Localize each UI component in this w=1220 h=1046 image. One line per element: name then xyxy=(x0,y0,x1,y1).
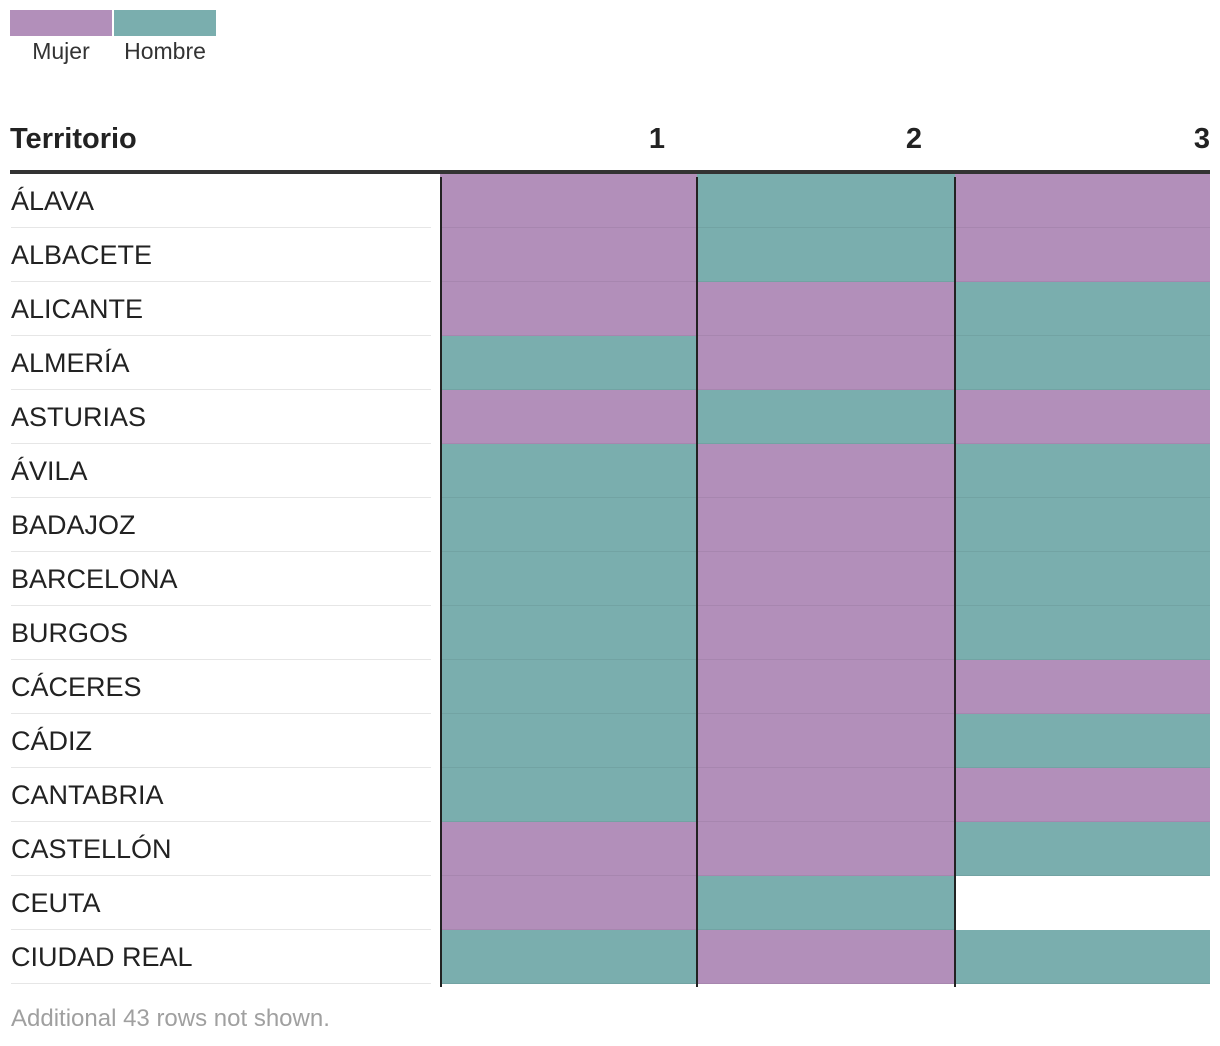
legend-label-hombre: Hombre xyxy=(124,38,206,64)
table-row: ALMERÍA xyxy=(10,336,1210,390)
legend: Mujer Hombre xyxy=(10,10,216,65)
cell-col-1 xyxy=(440,228,697,282)
cell-col-2 xyxy=(697,552,955,606)
row-label: CANTABRIA xyxy=(11,768,431,822)
row-label: ÁVILA xyxy=(11,444,431,498)
data-table: Territorio 1 2 3 ÁLAVA ALBACETE ALICANTE AL… xyxy=(10,115,1210,987)
cell-col-1 xyxy=(440,282,697,336)
legend-swatch-hombre xyxy=(114,10,216,36)
cell-col-3 xyxy=(955,606,1210,660)
table-row: CIUDAD REAL xyxy=(10,930,1210,984)
cell-col-3 xyxy=(955,822,1210,876)
header-col-1: 1 xyxy=(648,123,665,155)
table-row: ASTURIAS xyxy=(10,390,1210,444)
cell-col-3 xyxy=(955,552,1210,606)
row-label: BURGOS xyxy=(11,606,431,660)
cell-col-2 xyxy=(697,660,955,714)
table-body: ÁLAVA ALBACETE ALICANTE ALMERÍA ASTURIAS ÁVIL… xyxy=(10,174,1210,984)
cell-col-2 xyxy=(697,930,955,984)
table-row: CEUTA xyxy=(10,876,1210,930)
cell-col-3 xyxy=(955,174,1210,228)
cell-col-2 xyxy=(697,228,955,282)
row-label: CASTELLÓN xyxy=(11,822,431,876)
header-territorio: Territorio xyxy=(10,123,137,155)
row-label: ALMERÍA xyxy=(11,336,431,390)
table-row: BARCELONA xyxy=(10,552,1210,606)
table-row: BURGOS xyxy=(10,606,1210,660)
row-label: ALBACETE xyxy=(11,228,431,282)
cell-col-1 xyxy=(440,444,697,498)
cell-col-3 xyxy=(955,336,1210,390)
cell-col-1 xyxy=(440,552,697,606)
cell-col-1 xyxy=(440,768,697,822)
row-label: CIUDAD REAL xyxy=(11,930,431,984)
cell-col-2 xyxy=(697,336,955,390)
table-row: CASTELLÓN xyxy=(10,822,1210,876)
cell-col-3 xyxy=(955,660,1210,714)
cell-col-3 xyxy=(955,498,1210,552)
table-row: CANTABRIA xyxy=(10,768,1210,822)
row-label: BARCELONA xyxy=(11,552,431,606)
cell-col-2 xyxy=(697,390,955,444)
cell-col-2 xyxy=(697,174,955,228)
row-label: CÁCERES xyxy=(11,660,431,714)
cell-col-3 xyxy=(955,768,1210,822)
legend-swatch-mujer xyxy=(10,10,112,36)
cell-col-1 xyxy=(440,606,697,660)
table-row: CÁDIZ xyxy=(10,714,1210,768)
cell-col-3 xyxy=(955,444,1210,498)
cell-col-3 xyxy=(955,876,1210,930)
table-row: CÁCERES xyxy=(10,660,1210,714)
cell-col-2 xyxy=(697,876,955,930)
cell-col-3 xyxy=(955,930,1210,984)
cell-col-2 xyxy=(697,498,955,552)
row-label: ALICANTE xyxy=(11,282,431,336)
cell-col-3 xyxy=(955,282,1210,336)
column-divider-1 xyxy=(440,177,442,987)
table-header: Territorio 1 2 3 xyxy=(10,115,1210,174)
header-col-3: 3 xyxy=(1193,123,1210,155)
table-row: ALICANTE xyxy=(10,282,1210,336)
cell-col-2 xyxy=(697,714,955,768)
cell-col-1 xyxy=(440,876,697,930)
cell-col-1 xyxy=(440,390,697,444)
cell-col-1 xyxy=(440,660,697,714)
cell-col-2 xyxy=(697,606,955,660)
cell-col-2 xyxy=(697,768,955,822)
row-label: CÁDIZ xyxy=(11,714,431,768)
cell-col-1 xyxy=(440,822,697,876)
column-divider-3 xyxy=(954,177,956,987)
cell-col-3 xyxy=(955,390,1210,444)
table-row: ÁVILA xyxy=(10,444,1210,498)
legend-item-hombre: Hombre xyxy=(114,10,216,65)
row-label: ASTURIAS xyxy=(11,390,431,444)
footnote: Additional 43 rows not shown. xyxy=(11,1005,330,1032)
cell-col-1 xyxy=(440,336,697,390)
row-label: BADAJOZ xyxy=(11,498,431,552)
cell-col-2 xyxy=(697,444,955,498)
cell-col-2 xyxy=(697,282,955,336)
legend-label-mujer: Mujer xyxy=(32,38,90,64)
table-row: BADAJOZ xyxy=(10,498,1210,552)
table-row: ALBACETE xyxy=(10,228,1210,282)
column-divider-2 xyxy=(696,177,698,987)
cell-col-1 xyxy=(440,714,697,768)
legend-item-mujer: Mujer xyxy=(10,10,112,65)
cell-col-1 xyxy=(440,930,697,984)
cell-col-1 xyxy=(440,498,697,552)
cell-col-3 xyxy=(955,714,1210,768)
cell-col-1 xyxy=(440,174,697,228)
cell-col-2 xyxy=(697,822,955,876)
row-label: CEUTA xyxy=(11,876,431,930)
table-row: ÁLAVA xyxy=(10,174,1210,228)
cell-col-3 xyxy=(955,228,1210,282)
row-label: ÁLAVA xyxy=(11,174,431,228)
header-col-2: 2 xyxy=(905,123,922,155)
